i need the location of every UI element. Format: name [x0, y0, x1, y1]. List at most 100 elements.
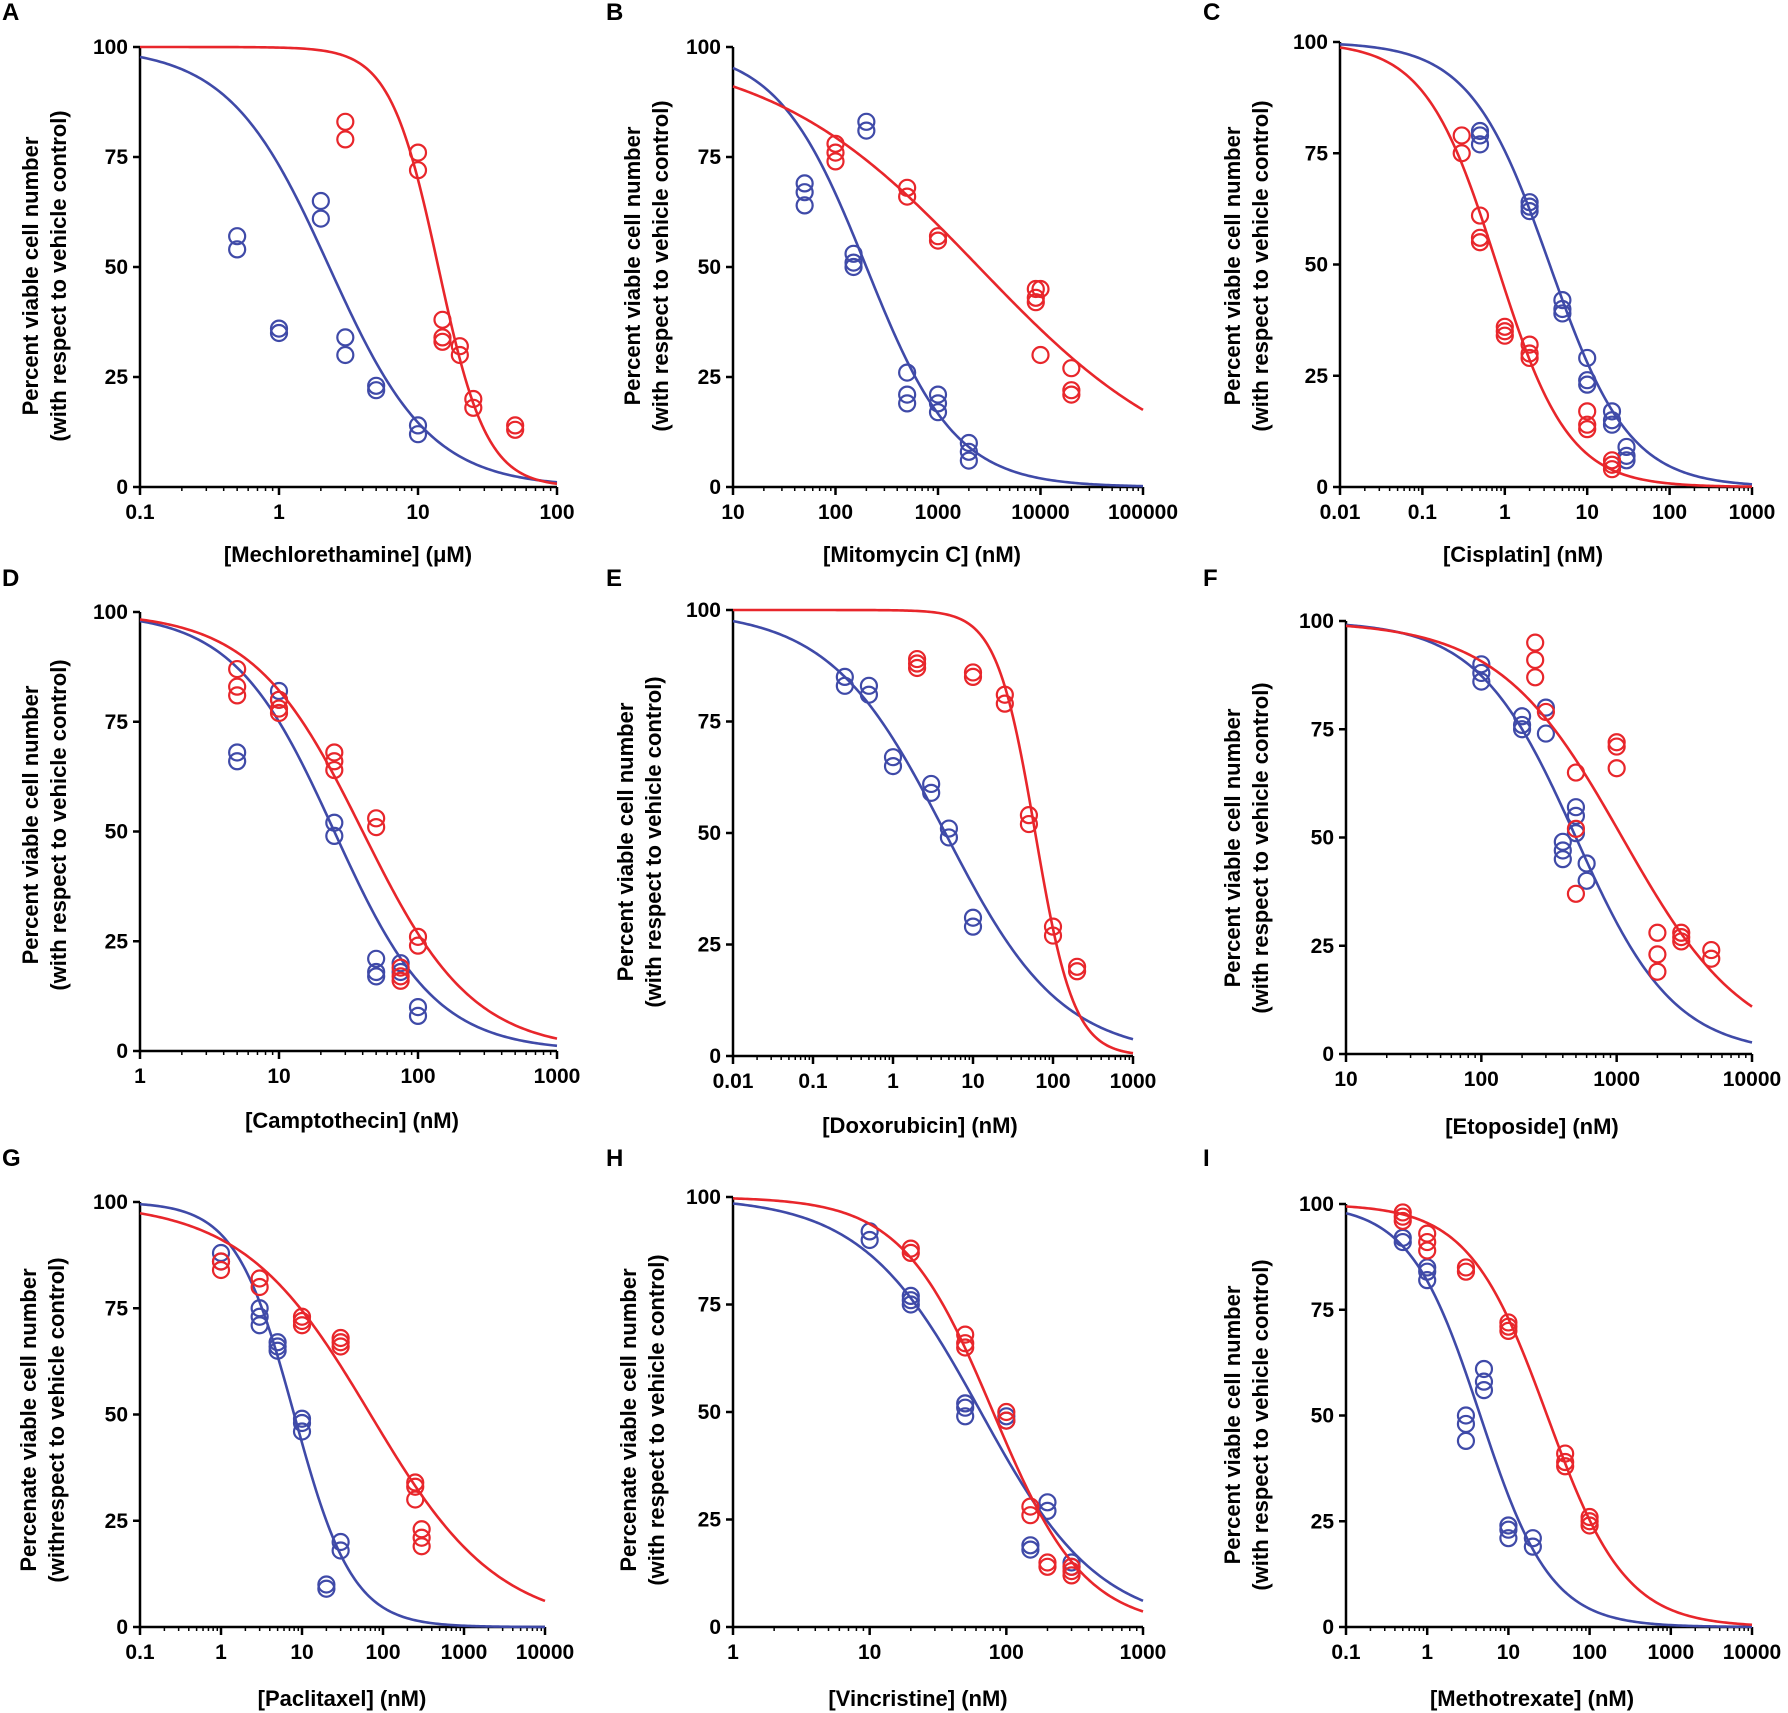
x-tick-label: 100: [989, 1641, 1024, 1664]
red-data-point: [1556, 1444, 1575, 1463]
blue-data-point: [860, 1230, 879, 1250]
blue-data-point: [1566, 806, 1586, 825]
red-data-point: [1607, 759, 1626, 778]
red-data-point: [250, 1277, 269, 1297]
x-tick-label: 100000: [1108, 501, 1178, 524]
blue-data-point: [901, 1295, 920, 1314]
blue-data-point: [1536, 724, 1556, 743]
x-tick-label: 10000: [1723, 1068, 1781, 1091]
x-tick-label: 10: [1497, 1641, 1520, 1664]
red-data-point: [826, 152, 845, 171]
blue-data-point: [292, 1422, 312, 1441]
blue-data-point: [228, 743, 247, 762]
red-data-point: [997, 1411, 1016, 1430]
red-data-point: [211, 1260, 231, 1280]
blue-fit-curve: [732, 619, 1134, 1041]
x-tick-label: 1000: [441, 1641, 488, 1664]
blue-data-point: [228, 752, 247, 771]
red-fit-curve: [139, 1211, 546, 1603]
x-tick-label: 100: [1652, 501, 1687, 524]
x-tick-label: 1: [273, 501, 285, 524]
red-data-point: [1602, 455, 1622, 474]
y-tick-label: 50: [1305, 254, 1328, 277]
red-data-point: [433, 310, 452, 329]
blue-data-point: [1566, 798, 1586, 817]
red-data-point: [1702, 940, 1721, 960]
x-axis-title: [Etoposide] (nM): [1445, 1114, 1619, 1139]
red-data-point: [1026, 288, 1045, 307]
red-data-point: [367, 809, 386, 828]
y-axis-title-line2: (with respect to vehicle control): [1248, 100, 1273, 431]
x-tick-label: 1000: [1593, 1068, 1640, 1091]
x-tick-label: 10: [267, 1065, 290, 1088]
red-data-point: [1021, 1497, 1040, 1516]
red-data-point: [1536, 702, 1556, 722]
blue-data-point: [1021, 1540, 1040, 1559]
y-tick-label: 50: [105, 821, 128, 844]
red-data-point: [1602, 460, 1622, 479]
red-data-point: [1648, 923, 1667, 942]
y-axis-title-line1: Percent viable cell number: [620, 126, 645, 405]
blue-data-point: [795, 196, 814, 215]
x-tick-label: 10: [858, 1641, 881, 1664]
blue-data-point: [1472, 655, 1491, 674]
y-tick-label: 75: [105, 1297, 129, 1320]
red-data-point: [1648, 962, 1667, 981]
y-tick-label: 100: [93, 601, 128, 624]
x-tick-label: 0.01: [1320, 501, 1361, 524]
red-data-point: [1578, 402, 1597, 421]
red-data-point: [963, 667, 983, 687]
blue-data-point: [922, 783, 941, 802]
red-data-point: [898, 178, 917, 197]
red-data-point: [1470, 228, 1490, 247]
blue-data-point: [325, 813, 344, 832]
red-data-point: [1470, 206, 1490, 225]
blue-data-point: [1512, 720, 1532, 739]
blue-data-point: [1617, 437, 1636, 457]
blue-data-point: [795, 183, 814, 202]
blue-data-point: [367, 962, 386, 982]
red-data-point: [292, 1316, 312, 1335]
red-data-point: [1031, 279, 1050, 299]
x-tick-label: 1000: [1120, 1641, 1167, 1664]
blue-data-point: [857, 121, 876, 140]
x-axis-title: [Mitomycin C] (nM): [823, 542, 1021, 567]
blue-data-point: [391, 962, 410, 982]
panel-e: E 0 25 50 75 100 0.01 0.1 1 10 100 1000 [Doxorubic…: [606, 565, 1156, 1138]
blue-data-point: [367, 949, 386, 968]
blue-data-point: [898, 394, 917, 413]
x-axis-title: [Paclitaxel] (nM): [258, 1686, 427, 1711]
x-tick-label: 1000: [1110, 1070, 1157, 1093]
blue-fit-curve: [139, 619, 558, 1048]
red-data-point: [408, 143, 428, 162]
blue-data-point: [857, 112, 876, 131]
blue-data-point: [898, 363, 917, 382]
red-data-point: [1520, 344, 1539, 363]
y-tick-label: 25: [105, 930, 129, 953]
red-data-point: [1566, 884, 1586, 903]
blue-data-point: [1393, 1232, 1412, 1252]
red-data-point: [995, 685, 1014, 704]
panel-i: I 0 25 50 75 100 0.1 1 10 100 1000 10000 [Methotre…: [1203, 1145, 1781, 1711]
blue-data-point: [939, 819, 959, 838]
blue-data-point: [1553, 841, 1572, 860]
red-data-point: [1566, 763, 1586, 782]
blue-data-point: [844, 253, 863, 272]
panel-letter: E: [606, 565, 622, 592]
red-data-point: [1607, 737, 1626, 756]
y-tick-label: 25: [698, 1509, 722, 1532]
y-tick-label: 0: [1322, 1043, 1334, 1066]
red-data-point: [1021, 1506, 1040, 1525]
blue-data-point: [928, 403, 948, 422]
blue-data-point: [1470, 126, 1490, 145]
blue-data-point: [928, 385, 948, 404]
blue-data-point: [1499, 1529, 1518, 1548]
x-tick-label: 1: [727, 1641, 739, 1664]
blue-data-point: [269, 319, 289, 338]
blue-data-point: [1602, 411, 1622, 430]
y-tick-label: 0: [709, 476, 721, 499]
y-tick-label: 50: [698, 256, 721, 279]
red-data-point: [228, 659, 247, 679]
blue-data-point: [1520, 202, 1539, 221]
